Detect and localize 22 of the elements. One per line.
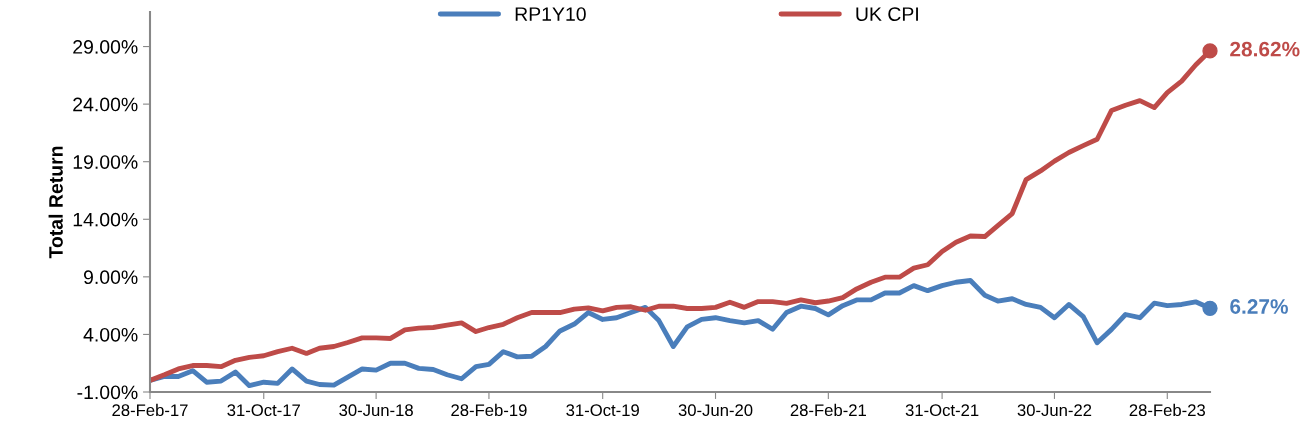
x-tick-label: 30-Jun-22 [1017, 404, 1092, 417]
y-tick-label: 24.00% [73, 97, 138, 112]
y-tick-label: 29.00% [73, 40, 138, 54]
y-tick-label: 9.00% [83, 270, 138, 285]
y-tick-label: 14.00% [73, 212, 138, 227]
x-tick-label: 30-Jun-18 [339, 404, 413, 417]
x-tick-label: 31-Oct-17 [227, 404, 300, 417]
y-tick-label: -1.00% [77, 385, 138, 400]
x-tick-label: 31-Oct-21 [905, 404, 979, 417]
x-tick-label: 28-Feb-21 [790, 403, 866, 417]
x-tick-label: 31-Oct-19 [566, 404, 639, 417]
y-tick-label: 4.00% [83, 327, 138, 342]
legend-label: UK CPI [856, 7, 918, 21]
x-tick-label: 28-Feb-19 [451, 403, 527, 417]
x-tick-label: 28-Feb-23 [1129, 403, 1205, 417]
annotation: 6.27% [1230, 299, 1288, 314]
annotation: 28.62% [1230, 41, 1300, 57]
y-tick-label: 19.00% [73, 155, 138, 169]
x-tick-label: 30-Jun-20 [678, 404, 753, 417]
y-axis-title: Total Return [48, 146, 63, 259]
legend-label: RP1Y10 [515, 7, 586, 21]
x-tick-label: 28-Feb-17 [112, 403, 188, 417]
